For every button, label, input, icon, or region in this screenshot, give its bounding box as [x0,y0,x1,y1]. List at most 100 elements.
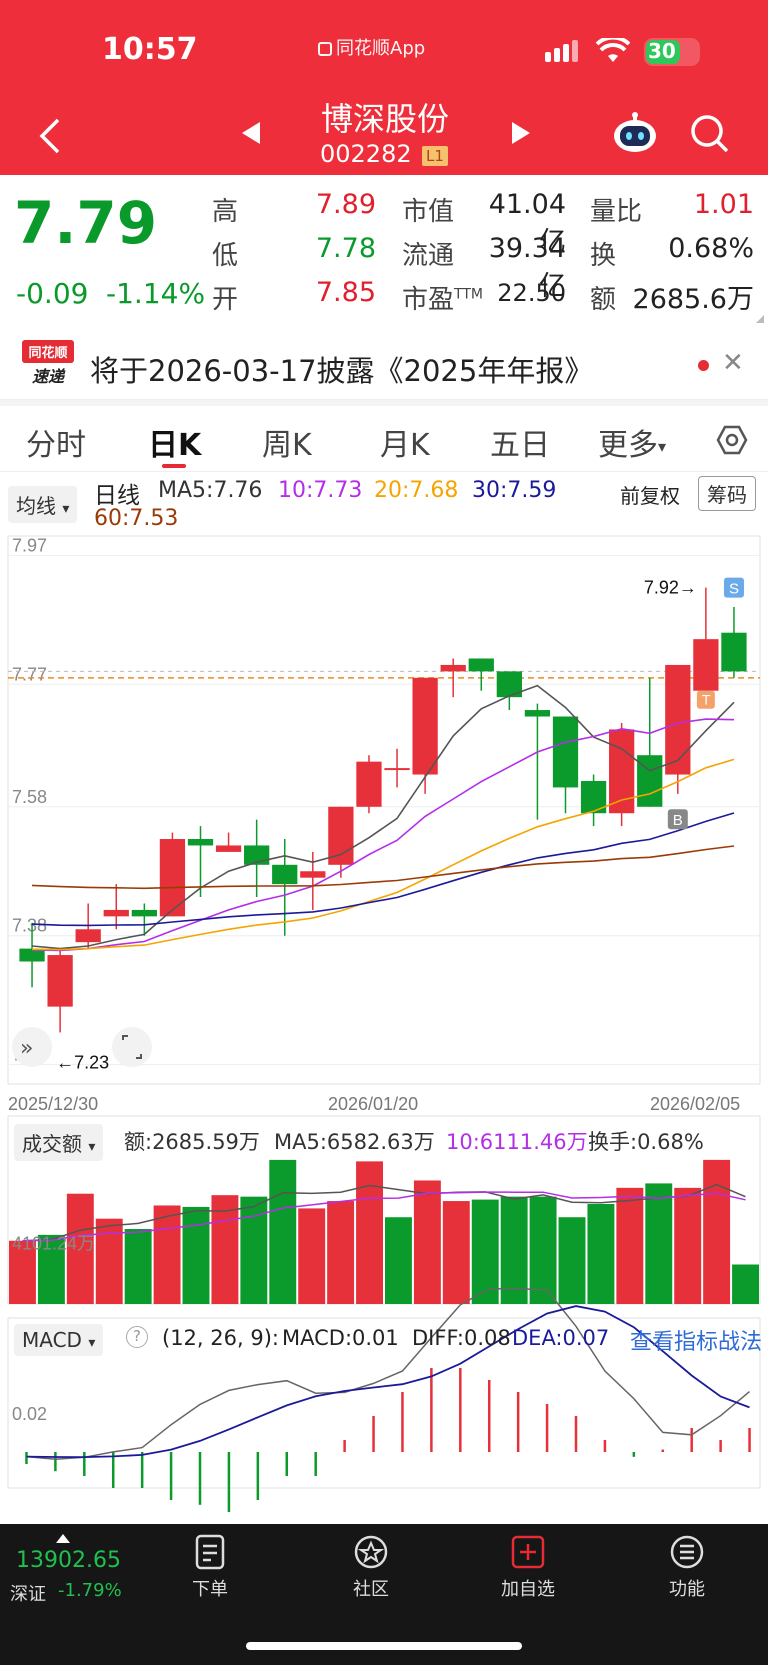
ma20-legend: 20:7.68 [374,478,459,503]
volume-bar [37,1234,65,1304]
volume-frame [7,1115,761,1305]
period-tabs: 分时 日K 周K 月K 五日 更多▾ [0,406,768,472]
index-name: 深证 [10,1584,46,1605]
volume-bar [703,1159,731,1304]
open-label: 开 [212,285,239,315]
volume-bar [182,1206,210,1304]
index-expand-icon[interactable] [56,1534,70,1543]
tab-five-day[interactable]: 五日 [490,428,550,463]
prev-stock-icon[interactable] [240,120,262,150]
close-icon[interactable]: ✕ [722,348,744,378]
volume-bar [356,1161,383,1304]
volume-bar [211,1195,239,1304]
settings-icon[interactable] [716,424,748,460]
tab-more[interactable]: 更多▾ [598,428,667,463]
section-divider [0,400,768,406]
mcap-label: 市值 [402,197,455,227]
volume-bar [558,1217,586,1304]
volume-amount: 额:2685.59万 [124,1130,260,1154]
express-logo: 同花顺 速递 [22,340,74,386]
next-stock-icon[interactable] [510,120,532,150]
volume-turnover: 换手:0.68% [588,1130,704,1154]
kline-svg[interactable]: 7.977.777.587.387.187.92→←7.23SBT2025/12… [0,528,768,1528]
adjust-label[interactable]: 前复权 [620,484,680,508]
ma10-legend: 10:7.73 [278,478,363,503]
tab-monthly-k[interactable]: 月K [380,428,430,463]
volume-bar [442,1201,470,1304]
nav-add-watchlist[interactable]: 加自选 [468,1534,588,1601]
notice-text: 将于2026-03-17披露《2025年年报》 [90,354,594,388]
volume-ratio-label: 量比 [590,197,643,227]
period-label: 日线 [94,483,140,509]
collapse-icon: » [20,1036,33,1061]
nav-community[interactable]: 社区 [311,1534,431,1601]
buy-marker-label: B [673,812,683,829]
volume-bar [587,1204,615,1304]
ma5-line [31,684,735,950]
volume-bar [385,1217,412,1304]
index-pct: -1.79% [58,1580,122,1601]
tab-intraday[interactable]: 分时 [26,428,86,463]
volume-ma10-line [22,1191,746,1242]
volume-dropdown[interactable]: 成交额 ▾ [14,1124,104,1161]
sell-marker [723,577,744,598]
sell-marker-label: S [729,581,739,598]
stock-code: 002282 [320,140,412,168]
candle-body [524,710,551,717]
y-tick-label: 7.58 [12,787,47,807]
candle-body [356,761,382,807]
chips-button[interactable]: 筹码 [698,476,756,511]
volume-ma10: 10:6111.46万 [446,1130,588,1154]
macd-value: MACD:0.01 [282,1326,399,1350]
high-annotation: 7.92→ [644,578,697,598]
search-icon[interactable] [690,114,730,158]
ma-dropdown[interactable]: 均线 ▾ [8,486,78,523]
candle-body [552,716,579,788]
tab-weekly-k[interactable]: 周K [262,428,312,463]
nav-functions[interactable]: 功能 [627,1534,747,1601]
candle-body [131,909,157,917]
robot-assistant-icon[interactable] [612,110,658,160]
indicator-strategy-link[interactable]: 查看指标战法 [630,1330,763,1355]
unread-dot [698,360,709,371]
bottom-nav: 13902.65 深证 -1.79% 下单 社区 加自选 功能 [0,1524,768,1665]
expand-corner-icon[interactable] [756,315,764,323]
y-tick-label: 7.38 [12,916,47,936]
volume-bar [674,1187,702,1304]
order-icon [195,1534,225,1570]
candle-body [665,664,691,775]
macd-dropdown[interactable]: MACD ▾ [14,1324,104,1356]
pe-value: 22.50 [497,279,566,307]
volume-bar [327,1201,355,1304]
diff-value: DIFF:0.08 [412,1326,511,1350]
news-notice-bar[interactable]: 同花顺 速递 将于2026-03-17披露《2025年年报》 ✕ [0,328,768,400]
ma10-line [31,718,735,952]
index-value[interactable]: 13902.65 [16,1548,121,1573]
volume-bar [298,1208,326,1304]
volume-bar [66,1193,94,1304]
fullscreen-icon [122,1035,142,1059]
volume-bar [529,1196,557,1304]
open-value: 7.85 [315,277,376,308]
ma60-line [31,845,735,890]
float-label: 流通 [402,241,455,271]
status-app-name: 同花顺App [318,34,425,60]
nav-order[interactable]: 下单 [150,1534,270,1601]
amount-label: 额 [590,285,617,315]
x-label-mid: 2026/01/20 [328,1094,418,1114]
stock-name: 博深股份 [320,100,449,138]
quote-panel: 7.79 -0.09 -1.14% 高 低 开 7.89 7.78 7.85 市… [0,175,768,327]
collapse-button [12,1027,52,1067]
dea-line [26,1305,750,1459]
home-indicator [246,1642,522,1650]
volume-bar [153,1205,181,1304]
candle-body [159,839,186,917]
candle-body [384,768,410,771]
volume-ma5-line [22,1183,746,1242]
low-value: 7.78 [315,233,376,264]
volume-bar [616,1187,644,1304]
help-icon[interactable]: ? [126,1326,148,1348]
back-icon[interactable] [38,118,62,158]
ma5-legend: MA5:7.76 [158,478,263,503]
tab-daily-k[interactable]: 日K [148,428,202,463]
